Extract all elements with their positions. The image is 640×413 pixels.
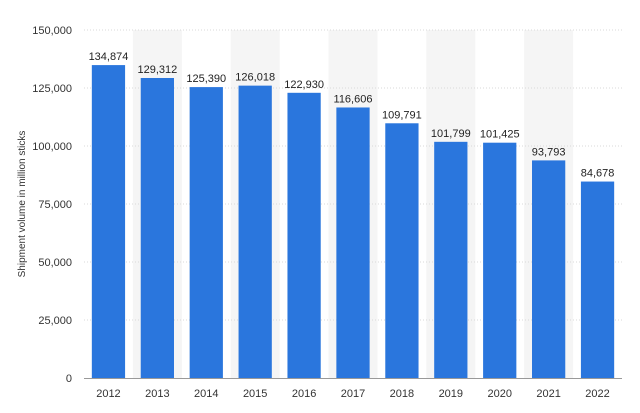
- bars: [91, 65, 615, 379]
- data-label: 116,606: [334, 93, 373, 105]
- x-tick-label: 2012: [96, 388, 120, 400]
- data-label: 101,425: [480, 129, 520, 141]
- y-tick-label: 25,000: [38, 315, 72, 327]
- bar: [336, 107, 370, 378]
- x-tick-label: 2018: [390, 388, 414, 400]
- y-axis-title: Shipment volume in million sticks: [17, 131, 28, 278]
- data-label: 93,793: [532, 146, 566, 158]
- data-label: 122,930: [284, 79, 324, 91]
- y-tick-label: 75,000: [38, 199, 72, 211]
- y-tick-label: 100,000: [32, 141, 72, 153]
- data-label: 101,799: [431, 128, 471, 140]
- x-tick-label: 2022: [585, 388, 609, 400]
- x-tick-label: 2020: [487, 388, 511, 400]
- bar: [580, 181, 615, 378]
- y-tick-label: 150,000: [32, 25, 72, 37]
- x-axis-ticks: 2012 2013 2014 2015 2016 2017 2018 2019 2020 2021…: [96, 388, 610, 400]
- x-tick-label: 2014: [194, 388, 218, 400]
- bar: [483, 142, 517, 378]
- bar: [434, 141, 468, 378]
- data-label: 84,678: [581, 168, 615, 180]
- x-tick-label: 2015: [243, 388, 267, 400]
- data-label: 129,312: [137, 64, 177, 76]
- data-label: 134,874: [89, 51, 129, 63]
- x-tick-label: 2021: [536, 388, 560, 400]
- y-tick-label: 125,000: [32, 83, 72, 95]
- bar: [140, 77, 174, 379]
- data-label: 126,018: [235, 72, 275, 84]
- y-tick-label: 0: [66, 373, 72, 385]
- x-tick-label: 2019: [439, 388, 463, 400]
- bar: [189, 87, 223, 378]
- bar: [287, 92, 321, 378]
- data-labels: 134,874 129,312 125,390 126,018 122,930 116,6…: [89, 51, 615, 179]
- x-tick-label: 2013: [145, 388, 169, 400]
- bar: [91, 65, 126, 379]
- x-tick-label: 2016: [292, 388, 316, 400]
- x-tick-label: 2017: [341, 388, 365, 400]
- y-tick-label: 50,000: [38, 257, 72, 269]
- data-label: 125,390: [186, 73, 226, 85]
- bar: [532, 160, 566, 378]
- bar: [238, 85, 272, 378]
- y-axis-ticks: 0 25,000 50,000 75,000 100,000 125,000 150,000: [32, 25, 72, 385]
- data-label: 109,791: [382, 109, 422, 121]
- bar: [385, 123, 419, 378]
